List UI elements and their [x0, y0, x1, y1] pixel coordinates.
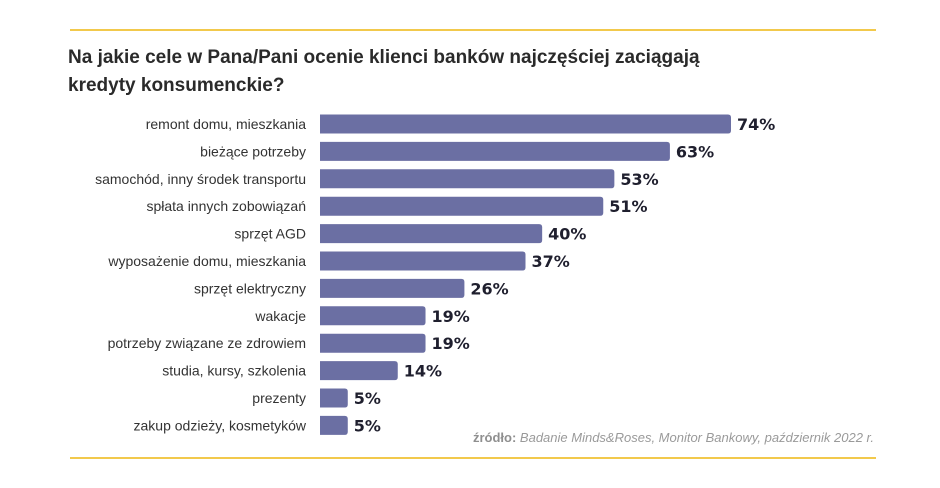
value-label: 19% [432, 307, 470, 326]
value-label: 5% [354, 416, 381, 435]
bar [320, 278, 465, 298]
category-label: studia, kursy, szkolenia [162, 363, 306, 379]
value-label: 51% [609, 197, 647, 216]
top-divider [70, 29, 876, 31]
bar [320, 141, 670, 161]
category-label: sprzęt elektryczny [194, 280, 306, 296]
bar [320, 196, 604, 216]
bar [320, 333, 426, 353]
source-text: Badanie Minds&Roses, Monitor Bankowy, pa… [519, 430, 874, 445]
value-label: 53% [620, 170, 658, 189]
category-label: remont domu, mieszkania [146, 116, 307, 132]
bar [320, 306, 426, 326]
bar [320, 251, 526, 271]
value-label: 40% [548, 225, 586, 244]
source-note: źródło: Badanie Minds&Roses, Monitor Ban… [473, 430, 874, 445]
value-label: 5% [354, 389, 381, 408]
value-label: 74% [737, 115, 775, 134]
source-label: źródło: [472, 430, 517, 445]
value-label: 37% [532, 252, 570, 271]
category-label: wakacje [254, 308, 306, 324]
category-label: sprzęt AGD [234, 226, 306, 242]
bar [320, 388, 348, 408]
category-label: prezenty [252, 390, 306, 406]
bar [320, 114, 731, 134]
category-label: wyposażenie domu, mieszkania [107, 253, 306, 269]
bar [320, 415, 348, 435]
value-label: 63% [676, 142, 714, 161]
category-label: bieżące potrzeby [200, 143, 306, 159]
category-label: potrzeby związane ze zdrowiem [108, 335, 306, 351]
value-label: 19% [432, 334, 470, 353]
bar [320, 361, 398, 381]
category-label: zakup odzieży, kosmetyków [134, 417, 307, 433]
bottom-divider [70, 457, 876, 459]
value-label: 26% [470, 279, 508, 298]
bar [320, 224, 543, 244]
value-label: 14% [404, 362, 442, 381]
bar [320, 169, 615, 189]
category-label: spłata innych zobowiązań [146, 198, 306, 214]
chart-title: Na jakie cele w Pana/Pani ocenie klienci… [68, 47, 700, 96]
category-label: samochód, inny środek transportu [95, 171, 306, 187]
